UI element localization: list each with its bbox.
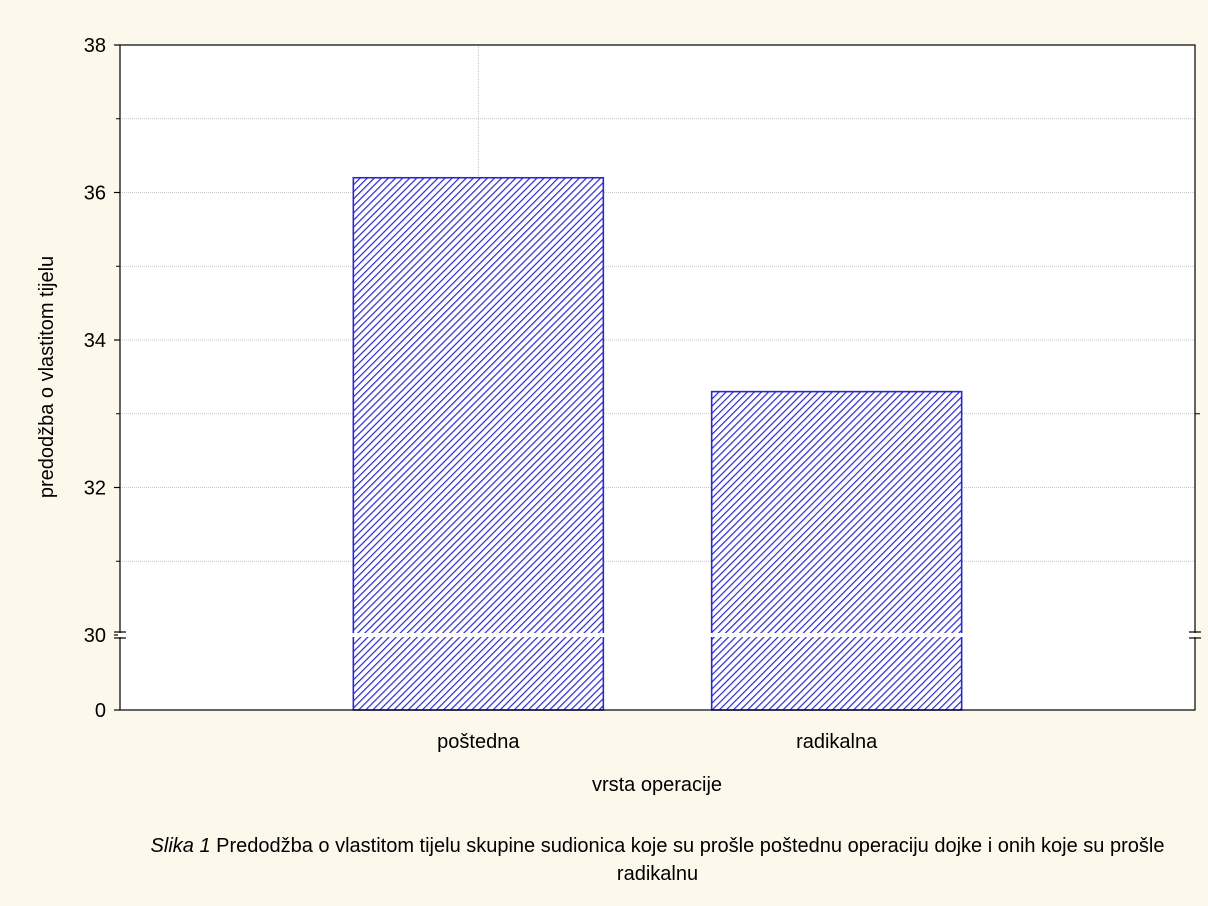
y-tick-label: 34 xyxy=(84,330,106,352)
y-axis-label: predodžba o vlastitom tijelu xyxy=(36,256,58,498)
y-tick-label: 38 xyxy=(84,35,106,57)
x-axis-label: vrsta operacije xyxy=(592,774,722,796)
bar-2 xyxy=(710,390,963,711)
y-tick-label: 32 xyxy=(84,478,106,500)
caption-label: Slika 1 xyxy=(150,835,211,857)
y-tick-label: 30 xyxy=(84,625,106,647)
y-tick-label: 0 xyxy=(95,700,106,722)
y-tick-label: 36 xyxy=(84,183,106,205)
figure-caption: Slika 1 Predodžba o vlastitom tijelu sku… xyxy=(120,832,1195,888)
axis-break-gap xyxy=(118,633,1197,637)
plot-frame xyxy=(119,44,1196,711)
x-tick-label: poštedna xyxy=(437,731,520,753)
caption-text: Predodžba o vlastitom tijelu skupine sud… xyxy=(210,835,1165,885)
axis-break xyxy=(114,631,1201,639)
ticks: poštedna radikalna 38 36 34 32 30 0 xyxy=(84,35,1200,753)
bars xyxy=(352,176,963,711)
plot-area xyxy=(120,45,1195,710)
x-tick-label: radikalna xyxy=(796,731,878,753)
bar-1 xyxy=(352,176,605,711)
